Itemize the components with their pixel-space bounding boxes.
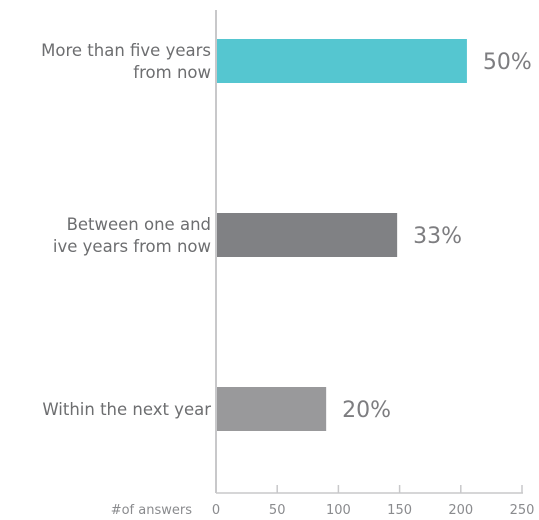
x-tick-label-100: 100 — [326, 503, 351, 518]
bar-3 — [216, 387, 327, 431]
category-label-3: Within the next year — [42, 400, 211, 419]
x-tick-label-0: 0 — [212, 503, 220, 518]
x-tick-label-50: 50 — [269, 503, 286, 518]
category-label-1: More than five years from now — [41, 41, 211, 82]
bars-layer — [216, 39, 467, 431]
axis-layer: 0 50 100 150 200 250 #of answers — [111, 10, 535, 518]
value-label-3: 20% — [342, 398, 391, 423]
x-tick-label-250: 250 — [510, 503, 535, 518]
x-axis-title: #of answers — [111, 503, 193, 518]
value-label-2: 33% — [413, 224, 462, 249]
bar-1 — [216, 39, 467, 83]
category-label-2: Between one and ive years from now — [53, 215, 211, 256]
x-tick-label-200: 200 — [448, 503, 473, 518]
bar-2 — [216, 213, 398, 257]
labels-layer: 50% More than five years from now 33% Betwee… — [41, 41, 532, 423]
value-label-1: 50% — [483, 50, 532, 75]
x-tick-label-150: 150 — [387, 503, 412, 518]
